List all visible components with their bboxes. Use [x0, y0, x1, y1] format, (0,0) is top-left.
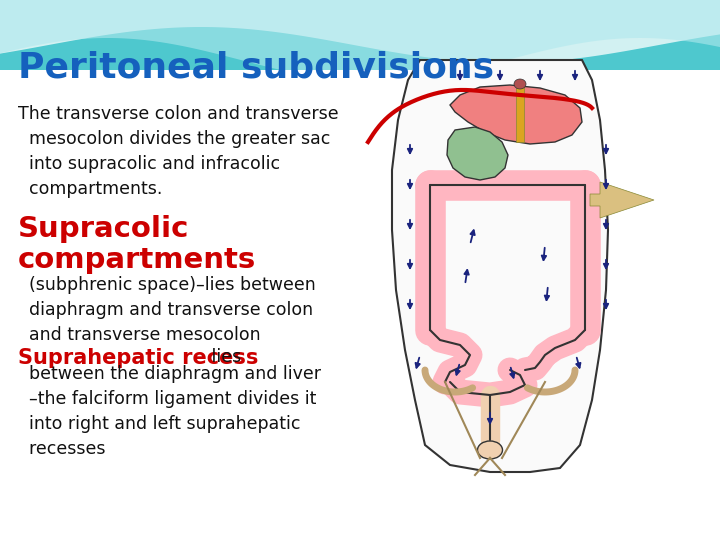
Polygon shape	[392, 60, 608, 472]
Text: Suprahepatic recess: Suprahepatic recess	[18, 348, 258, 368]
Text: between the diaphragm and liver
  –the falciform ligament divides it
  into righ: between the diaphragm and liver –the fal…	[18, 365, 321, 458]
Text: (subphrenic space)–lies between
  diaphragm and transverse colon
  and transvers: (subphrenic space)–lies between diaphrag…	[18, 276, 316, 344]
Polygon shape	[0, 0, 720, 82]
Bar	[0, 70, 720, 540]
Polygon shape	[0, 0, 720, 63]
Polygon shape	[450, 85, 582, 144]
Bar	[0, 0, 720, 80]
Bar	[516, 85, 524, 142]
Text: Peritoneal subdivisions: Peritoneal subdivisions	[18, 50, 494, 84]
Ellipse shape	[514, 79, 526, 89]
Text: The transverse colon and transverse
  mesocolon divides the greater sac
  into s: The transverse colon and transverse meso…	[18, 105, 338, 198]
FancyArrow shape	[590, 182, 654, 218]
Text: Supracolic
compartments: Supracolic compartments	[18, 215, 256, 274]
Ellipse shape	[477, 441, 503, 459]
Polygon shape	[447, 127, 508, 180]
Text: lies: lies	[206, 348, 241, 366]
